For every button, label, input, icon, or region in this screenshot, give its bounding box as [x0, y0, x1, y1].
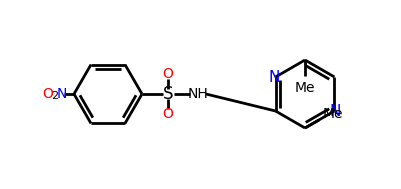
Text: Me: Me	[323, 107, 343, 121]
Text: O: O	[162, 67, 174, 81]
Text: N: N	[269, 70, 280, 84]
Text: Me: Me	[295, 81, 315, 95]
Text: S: S	[163, 85, 173, 103]
Text: O: O	[43, 87, 53, 101]
Text: O: O	[162, 107, 174, 121]
Text: N: N	[330, 104, 341, 119]
Text: NH: NH	[188, 87, 209, 101]
Text: N: N	[57, 87, 67, 101]
Text: 2: 2	[51, 91, 59, 101]
